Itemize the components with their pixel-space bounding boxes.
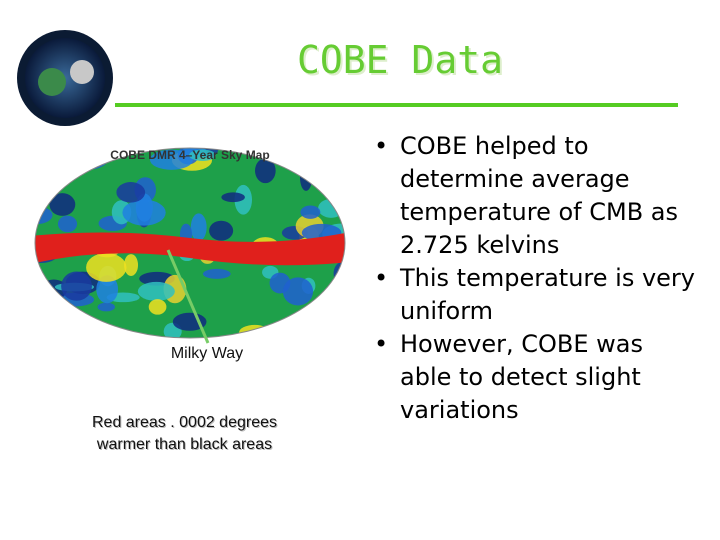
sky-blob xyxy=(122,199,166,226)
sky-blob xyxy=(221,192,245,203)
sky-blob xyxy=(97,302,115,312)
sky-blob xyxy=(189,149,216,161)
sky-blob xyxy=(96,275,119,304)
sky-blob xyxy=(116,182,146,203)
sky-blob xyxy=(35,206,53,225)
sky-blob xyxy=(57,215,78,233)
logo xyxy=(17,30,113,126)
sky-blob xyxy=(255,158,276,184)
sky-blob xyxy=(234,184,253,215)
figure-note: Red areas . 0002 degrees warmer than bla… xyxy=(91,414,277,453)
slide-title: COBE Data xyxy=(297,38,503,82)
bullet: COBE helped to determine average tempera… xyxy=(368,130,698,262)
sky-blob xyxy=(149,149,194,170)
sky-blob xyxy=(51,150,70,166)
bullet-list: COBE helped to determine average tempera… xyxy=(368,130,698,427)
pointer-arrow xyxy=(166,249,210,344)
sky-blob xyxy=(148,299,167,315)
sky-blob xyxy=(333,262,345,285)
sky-blob xyxy=(315,313,345,338)
pointer-label: Milky Way xyxy=(171,345,243,362)
sky-blob xyxy=(282,277,314,306)
sky-blob xyxy=(190,213,207,242)
map-outline xyxy=(34,147,346,339)
sky-blob xyxy=(315,296,341,307)
sky-blob xyxy=(209,220,234,241)
sky-blob xyxy=(318,198,345,218)
sky-blob xyxy=(202,268,231,279)
title-rule xyxy=(115,103,678,107)
sky-blob xyxy=(124,254,139,276)
sky-blob xyxy=(70,148,103,151)
sky-map xyxy=(35,148,345,338)
artwork: COBE DMR 4–Year Sky Map Milky Way xyxy=(17,30,346,362)
sky-blob xyxy=(86,253,127,282)
sky-blob xyxy=(49,193,76,216)
map-caption: COBE DMR 4–Year Sky Map xyxy=(110,148,269,162)
sky-blob xyxy=(68,148,111,170)
sky-blob xyxy=(61,271,92,301)
sky-blob xyxy=(50,148,76,166)
bullet: However, COBE was able to detect slight … xyxy=(368,328,698,427)
sky-blob xyxy=(137,281,175,301)
bullet: This temperature is very uniform xyxy=(368,262,698,328)
sky-blob xyxy=(300,205,321,219)
